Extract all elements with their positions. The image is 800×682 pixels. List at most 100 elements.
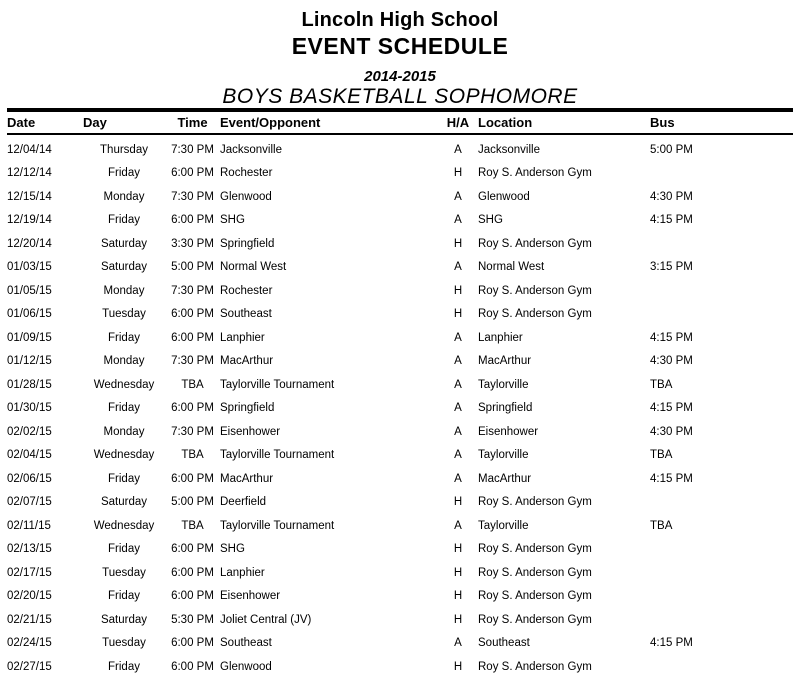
cell-event: Southeast [220,637,272,650]
cell-date: 12/20/14 [7,237,52,250]
cell-day: Monday [103,284,145,297]
cell-time: 7:30 PM [171,143,214,156]
cell-date: 02/02/15 [7,425,52,438]
table-row: 02/17/15 Tuesday 6:00 PM Lanphier H Roy S. An… [7,561,793,585]
cell-location: Roy S. Anderson Gym [478,284,592,297]
cell-event: Springfield [220,237,275,250]
cell-time: 6:00 PM [171,590,214,603]
table-row: 01/05/15 Monday 7:30 PM Rochester H Roy S. An… [7,279,793,303]
cell-time: 6:00 PM [171,637,214,650]
cell-bus [650,162,793,186]
table-row: 12/19/14 Friday 6:00 PM SHG A SHG 4:15 PM [7,209,793,233]
cell-location: MacArthur [478,355,532,368]
cell-event: Taylorville Tournament [220,378,335,391]
cell-bus: 3:15 PM [650,261,693,274]
cell-bus [650,491,793,515]
cell-day: Thursday [100,143,148,156]
cell-day: Tuesday [102,308,146,321]
table-row: 02/04/15 Wednesday TBA Taylorville Tourname… [7,444,793,468]
cell-day: Wednesday [93,378,155,391]
cell-location: MacArthur [478,472,532,485]
cell-event: MacArthur [220,355,274,368]
cell-bus: 4:15 PM [650,402,693,415]
cell-day: Saturday [100,613,148,626]
cell-ha: A [454,214,462,227]
cell-event: SHG [220,543,245,556]
cell-date: 02/04/15 [7,449,52,462]
column-header-bus: Bus [650,108,793,135]
cell-time: 6:00 PM [171,566,214,579]
column-header-event: Event/Opponent [220,108,438,135]
cell-bus: 4:30 PM [650,190,693,203]
cell-bus: 4:30 PM [650,355,693,368]
cell-day: Friday [108,543,140,556]
cell-date: 12/12/14 [7,167,52,180]
cell-time: 3:30 PM [171,237,214,250]
cell-ha: A [454,355,462,368]
cell-date: 01/12/15 [7,355,52,368]
table-row: 01/09/15 Friday 6:00 PM Lanphier A Lanphier 4:… [7,326,793,350]
cell-date: 01/06/15 [7,308,52,321]
cell-ha: A [454,402,462,415]
cell-day: Tuesday [102,637,146,650]
cell-location: Roy S. Anderson Gym [478,167,592,180]
cell-ha: H [453,308,463,321]
cell-event: Taylorville Tournament [220,449,335,462]
cell-day: Friday [108,214,140,227]
cell-bus: 4:15 PM [650,331,693,344]
cell-date: 12/04/14 [7,143,52,156]
cell-bus [650,232,793,256]
cell-day: Saturday [100,237,148,250]
cell-bus [650,655,793,679]
cell-time: 7:30 PM [171,355,214,368]
table-row: 01/30/15 Friday 6:00 PM Springfield A Springf… [7,397,793,421]
cell-location: Eisenhower [478,425,539,438]
cell-location: Glenwood [478,190,530,203]
cell-time: 5:30 PM [171,613,214,626]
cell-bus: TBA [650,519,673,532]
cell-date: 02/17/15 [7,566,52,579]
cell-ha: H [453,660,463,673]
cell-day: Tuesday [102,566,146,579]
cell-time: 6:00 PM [171,660,214,673]
cell-event: Southeast [220,308,272,321]
table-row: 01/03/15 Saturday 5:00 PM Normal West A Norma… [7,256,793,280]
cell-date: 12/15/14 [7,190,52,203]
cell-day: Wednesday [93,449,155,462]
cell-ha: A [454,261,462,274]
cell-ha: A [454,425,462,438]
cell-time: 7:30 PM [171,425,214,438]
cell-bus [650,279,793,303]
cell-date: 01/30/15 [7,402,52,415]
cell-day: Monday [103,190,145,203]
cell-ha: A [454,378,462,391]
cell-ha: H [453,167,463,180]
cell-location: Roy S. Anderson Gym [478,543,592,556]
column-header-time: Time [165,108,220,135]
cell-day: Friday [108,660,140,673]
cell-event: Eisenhower [220,590,281,603]
cell-time: TBA [181,378,204,391]
cell-event: Normal West [220,261,287,274]
cell-date: 01/03/15 [7,261,52,274]
cell-date: 02/20/15 [7,590,52,603]
cell-ha: H [453,613,463,626]
cell-location: SHG [478,214,503,227]
cell-bus [650,303,793,327]
cell-time: TBA [181,449,204,462]
cell-bus: 4:15 PM [650,637,693,650]
cell-event: Lanphier [220,331,265,344]
cell-ha: A [454,637,462,650]
season-label: 2014-2015 [364,68,436,85]
cell-day: Saturday [100,496,148,509]
cell-event: Taylorville Tournament [220,519,335,532]
table-row: 01/28/15 Wednesday TBA Taylorville Tourname… [7,373,793,397]
table-row: 01/12/15 Monday 7:30 PM MacArthur A MacArthur… [7,350,793,374]
team-label: BOYS BASKETBALL SOPHOMORE [222,85,578,108]
cell-day: Friday [108,590,140,603]
cell-day: Friday [108,331,140,344]
cell-date: 02/13/15 [7,543,52,556]
cell-ha: H [453,543,463,556]
table-row: 02/06/15 Friday 6:00 PM MacArthur A MacArthur… [7,467,793,491]
cell-event: MacArthur [220,472,274,485]
